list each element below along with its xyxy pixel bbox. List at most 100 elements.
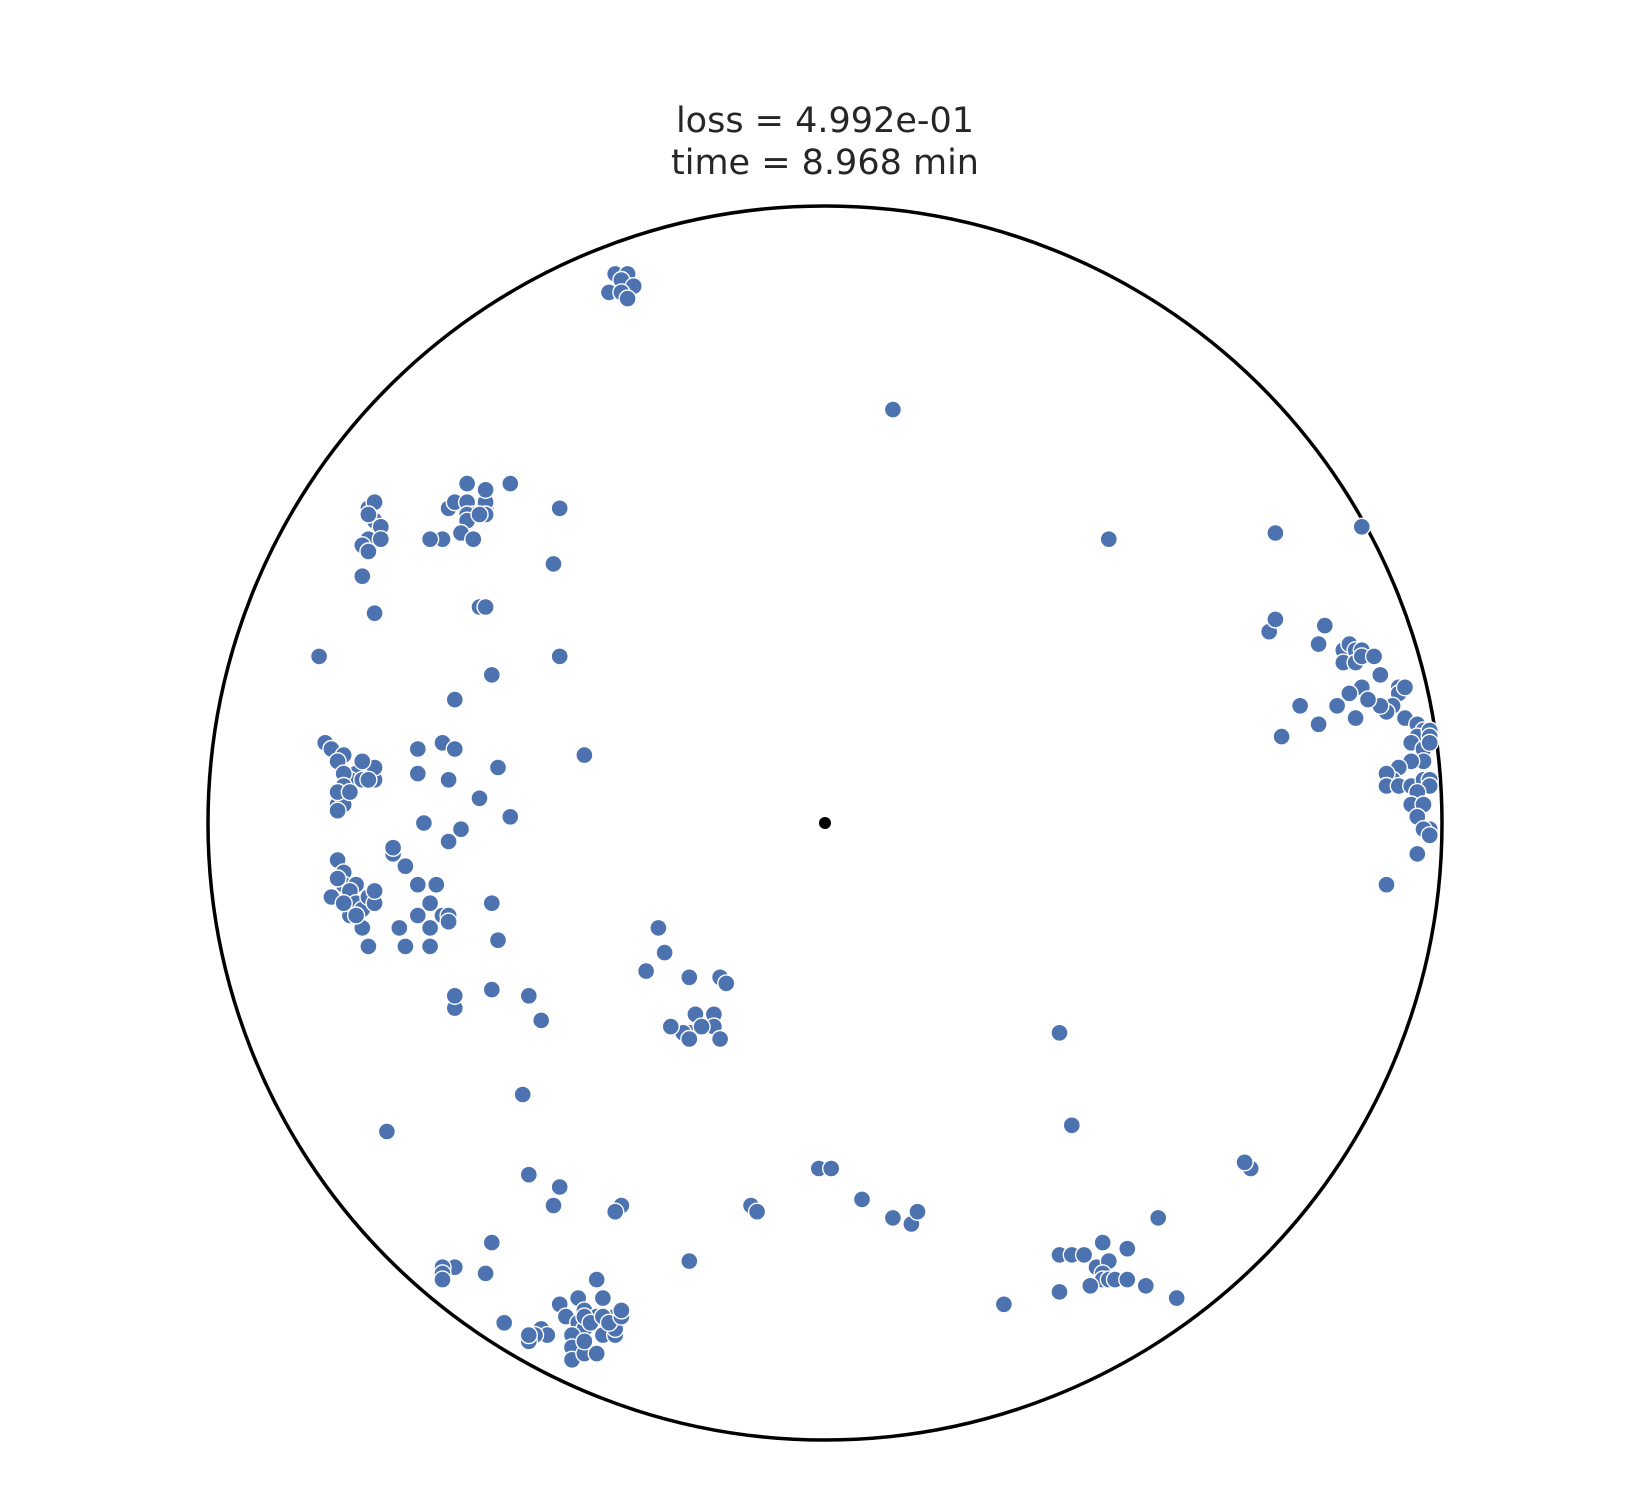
- data-point-202: [1118, 1239, 1137, 1258]
- data-point-87: [408, 906, 427, 925]
- data-point-114: [482, 980, 501, 999]
- data-point-38: [470, 505, 489, 524]
- data-point-111: [420, 918, 440, 938]
- data-point-76: [501, 807, 520, 826]
- data-point-19: [371, 530, 390, 549]
- data-point-11: [1352, 517, 1372, 536]
- data-point-138: [519, 1165, 538, 1184]
- data-point-45: [476, 597, 495, 617]
- data-point-133: [680, 1029, 699, 1049]
- data-point-141: [606, 1202, 625, 1221]
- data-point-81: [396, 857, 415, 876]
- data-point-179: [495, 1313, 514, 1333]
- data-point-266: [1395, 678, 1415, 697]
- data-point-203: [1118, 1270, 1137, 1289]
- data-point-134: [661, 1017, 680, 1036]
- data-point-123: [655, 943, 674, 962]
- data-point-66: [353, 752, 372, 771]
- data-point-184: [852, 1190, 872, 1209]
- data-point-47: [408, 764, 427, 783]
- data-point-118: [513, 1085, 532, 1104]
- chart-title-line-1: loss = 4.992e-01: [676, 101, 974, 141]
- data-point-222: [1371, 665, 1390, 685]
- data-point-205: [1148, 1208, 1168, 1228]
- data-point-211: [1266, 610, 1285, 629]
- data-point-8: [883, 400, 903, 419]
- data-point-51: [439, 770, 458, 789]
- data-point-112: [420, 937, 440, 956]
- data-point-116: [532, 1011, 551, 1030]
- data-point-199: [1081, 1276, 1100, 1296]
- data-point-78: [383, 838, 403, 857]
- data-point-213: [1309, 634, 1328, 654]
- data-point-174: [433, 1270, 452, 1289]
- data-point-224: [1340, 684, 1359, 703]
- data-point-238: [1420, 733, 1439, 752]
- data-point-44: [550, 647, 569, 666]
- unit-circle-boundary: [206, 204, 1444, 1442]
- data-point-109: [346, 906, 366, 925]
- data-point-56: [414, 813, 434, 833]
- data-point-15: [359, 505, 378, 524]
- data-point-263: [1346, 708, 1365, 728]
- data-point-48: [445, 690, 464, 709]
- data-point-122: [636, 961, 656, 981]
- data-point-55: [470, 789, 489, 808]
- data-point-139: [544, 1196, 563, 1215]
- data-point-121: [649, 918, 668, 938]
- center-marker: [819, 817, 831, 829]
- data-point-54: [488, 758, 508, 777]
- data-point-135: [692, 1017, 711, 1036]
- data-point-32: [476, 480, 495, 499]
- data-point-74: [340, 782, 360, 802]
- data-point-259: [1272, 727, 1291, 746]
- data-point-258: [1377, 875, 1396, 894]
- data-point-257: [1408, 844, 1427, 864]
- data-point-88: [390, 918, 409, 938]
- data-point-129: [710, 1029, 730, 1049]
- data-points-layer: [309, 264, 1439, 1370]
- data-point-260: [1309, 715, 1328, 734]
- data-point-83: [427, 875, 446, 894]
- data-point-189: [1062, 1116, 1082, 1135]
- data-point-7: [618, 289, 637, 308]
- data-point-124: [680, 968, 699, 987]
- data-point-180: [680, 1251, 699, 1271]
- data-point-170: [612, 1301, 631, 1320]
- data-point-10: [1266, 523, 1285, 543]
- data-point-53: [482, 665, 501, 685]
- data-point-181: [747, 1202, 767, 1221]
- data-point-144: [593, 1288, 613, 1308]
- data-point-22: [309, 647, 329, 666]
- data-point-52: [575, 745, 594, 765]
- data-point-110: [396, 937, 415, 956]
- data-point-105: [365, 881, 384, 901]
- data-point-188: [1050, 1023, 1069, 1043]
- data-point-206: [1167, 1288, 1186, 1308]
- data-point-192: [1050, 1282, 1069, 1302]
- data-point-120: [519, 986, 538, 1005]
- chart-title-line-2: time = 8.968 min: [671, 143, 979, 183]
- data-point-185: [883, 1208, 903, 1228]
- data-point-90: [482, 894, 501, 913]
- data-point-43: [544, 554, 563, 574]
- data-point-209: [994, 1295, 1014, 1314]
- data-point-212: [1315, 616, 1335, 635]
- data-point-194: [1093, 1233, 1112, 1252]
- data-point-256: [1420, 826, 1439, 845]
- data-point-117: [445, 986, 464, 1005]
- data-point-262: [1327, 696, 1347, 715]
- data-point-178: [519, 1325, 538, 1345]
- data-point-23: [365, 604, 384, 623]
- data-point-136: [482, 1233, 501, 1252]
- data-point-79: [439, 832, 458, 851]
- data-point-89: [439, 912, 458, 931]
- data-point-46: [408, 739, 427, 759]
- data-point-175: [476, 1264, 495, 1283]
- data-point-75: [359, 770, 378, 789]
- data-point-221: [1364, 647, 1384, 666]
- data-point-208: [1235, 1153, 1254, 1172]
- data-point-106: [334, 894, 353, 913]
- data-point-187: [908, 1202, 927, 1221]
